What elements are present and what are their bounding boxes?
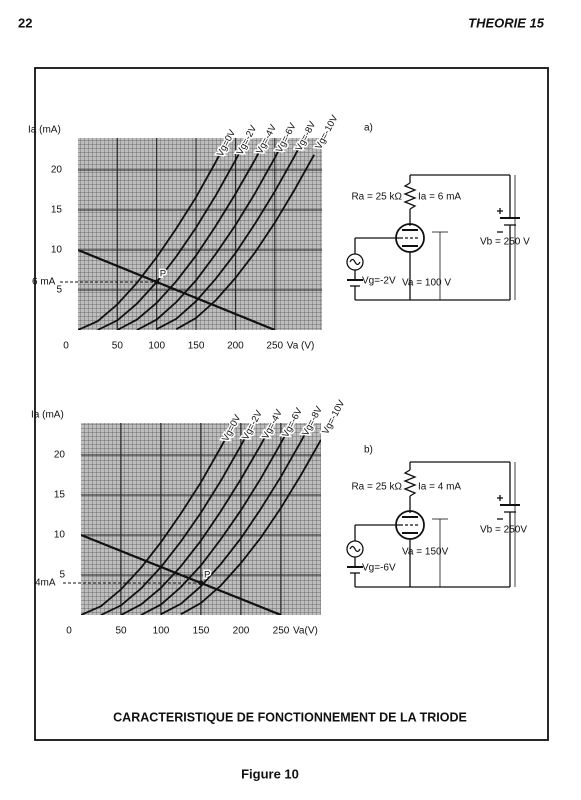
x-tick-label: 200 xyxy=(233,626,250,637)
ra-label: Ra = 25 kΩ xyxy=(351,482,402,493)
x-tick-label: 0 xyxy=(63,341,69,352)
current-label: 4mA xyxy=(35,578,56,589)
x-tick-label: 50 xyxy=(112,341,124,352)
x-tick-label: 250 xyxy=(266,341,283,352)
characteristic-curve xyxy=(97,138,249,330)
ra-label: Ra = 25 kΩ xyxy=(351,192,402,203)
y-tick-label: 15 xyxy=(51,205,63,216)
characteristic-curve xyxy=(116,138,268,330)
y-tick-label: 15 xyxy=(54,490,66,501)
va-label: Va = 150V xyxy=(402,547,449,558)
plot-area xyxy=(78,138,322,330)
y-axis-label: Ia (mA) xyxy=(28,125,61,136)
x-tick-label: 150 xyxy=(188,341,205,352)
operating-point-label: P xyxy=(160,269,166,280)
load-line xyxy=(78,248,276,330)
x-tick-label: 100 xyxy=(153,626,170,637)
load-line xyxy=(81,533,282,615)
characteristic-curve xyxy=(136,138,287,330)
characteristic-curve xyxy=(81,423,236,615)
characteristic-curve xyxy=(175,154,315,330)
y-tick-label: 20 xyxy=(54,450,66,461)
x-tick-label: 0 xyxy=(66,626,72,637)
caption: CARACTERISTIQUE DE FONCTIONNEMENT DE LA … xyxy=(113,710,467,724)
page-number: 22 xyxy=(18,15,32,30)
figure-label: Figure 10 xyxy=(241,766,299,781)
characteristic-curve xyxy=(140,423,293,615)
x-axis-label: Va(V) xyxy=(293,626,318,637)
operating-point xyxy=(198,580,204,586)
vb-label: Vb = 250V xyxy=(480,525,527,536)
current-label: 6 mA xyxy=(32,277,56,288)
y-tick-label: 20 xyxy=(51,165,63,176)
x-tick-label: 200 xyxy=(227,341,244,352)
section-title: THEORIE 15 xyxy=(468,15,545,30)
vb-label: Vb = 250 V xyxy=(480,237,530,248)
y-tick-label: 5 xyxy=(56,285,62,296)
curves xyxy=(81,423,321,615)
ia-label: Ia = 6 mA xyxy=(418,192,461,203)
operating-point xyxy=(154,279,160,285)
figure-frame xyxy=(34,67,549,741)
y-tick-label: 10 xyxy=(54,530,66,541)
circuit-label: b) xyxy=(364,445,373,456)
ia-label: Ia = 4 mA xyxy=(418,482,461,493)
curve-label: Vg=-10V xyxy=(313,113,341,152)
vg-label: Vg=-2V xyxy=(362,276,396,287)
circuit-label: a) xyxy=(364,123,373,134)
x-tick-label: 150 xyxy=(193,626,210,637)
y-tick-label: 5 xyxy=(59,570,65,581)
y-axis-label: Ia (mA) xyxy=(31,410,64,421)
characteristic-curve xyxy=(156,138,306,330)
x-tick-label: 100 xyxy=(148,341,165,352)
x-tick-label: 50 xyxy=(115,626,127,637)
characteristic-curve xyxy=(100,423,255,615)
characteristic-curve xyxy=(78,138,230,330)
operating-point-label: P xyxy=(204,570,210,581)
characteristic-curve xyxy=(180,439,321,615)
characteristic-curve xyxy=(120,423,274,615)
va-label: Va = 100 V xyxy=(402,278,451,289)
curve-label: Vg=-10V xyxy=(320,398,348,437)
y-tick-label: 10 xyxy=(51,245,63,256)
x-axis-label: Va (V) xyxy=(287,341,315,352)
curves xyxy=(78,138,315,330)
characteristic-curve xyxy=(160,423,312,615)
vg-label: Vg=-6V xyxy=(362,563,396,574)
x-tick-label: 250 xyxy=(273,626,290,637)
